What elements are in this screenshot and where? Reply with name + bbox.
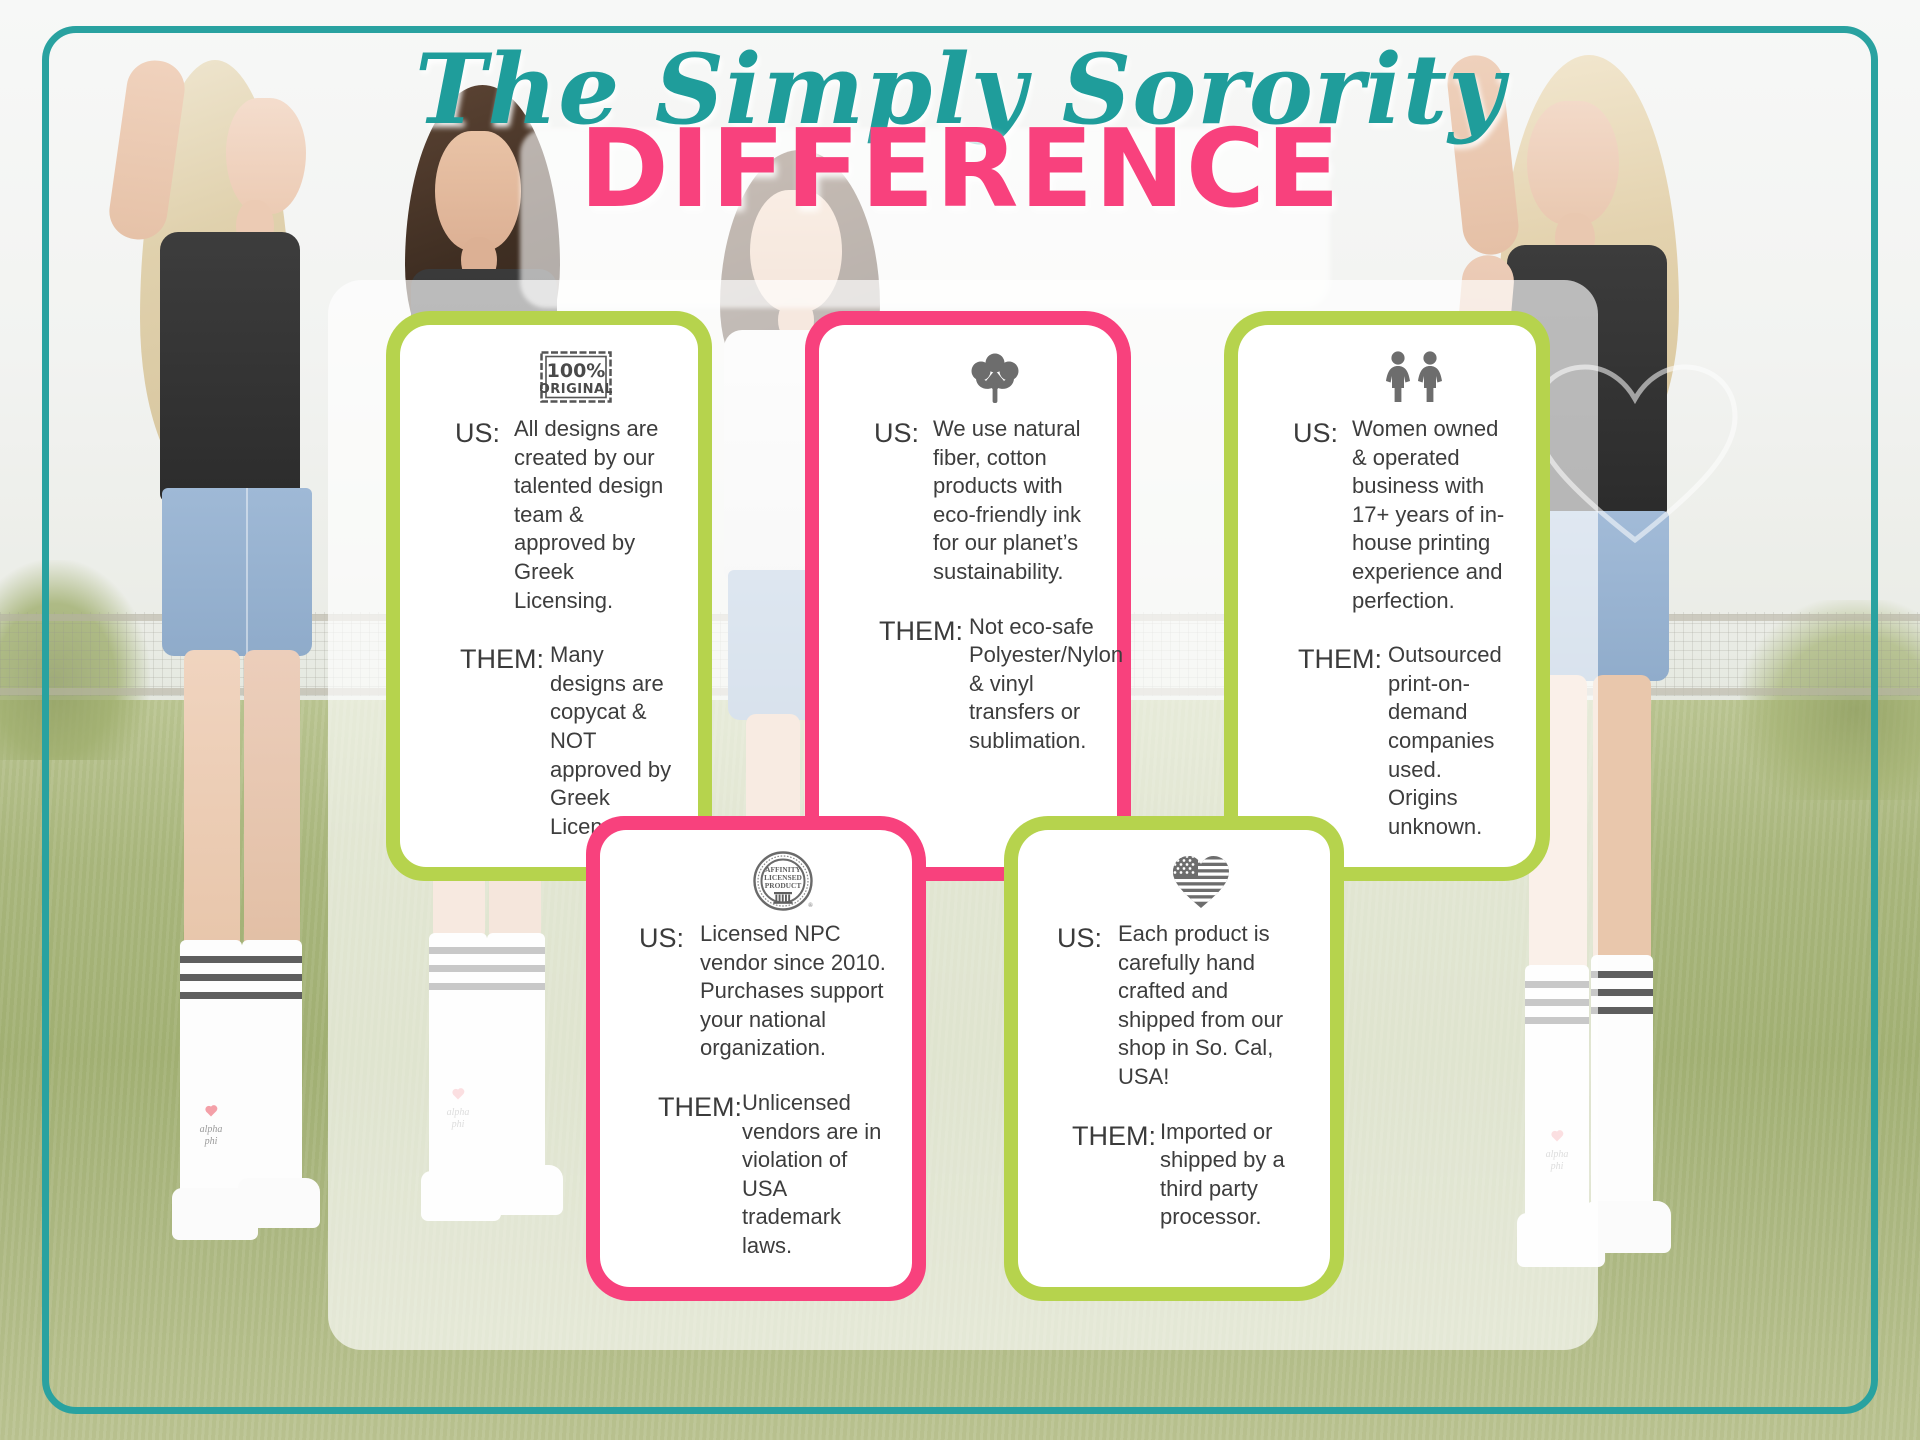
them-row: THEM: Not eco-safe Polyester/Nylon & vin… xyxy=(843,613,1123,756)
difference-card-ownership: US: Women owned & operated business with… xyxy=(1224,311,1550,882)
affinity-licensed-product-seal-icon: AFFINITY LICENSED PRODUCT ® xyxy=(624,851,886,912)
us-row: US: Each product is carefully hand craft… xyxy=(1042,920,1304,1092)
them-row: THEM: Imported or shipped by a third par… xyxy=(1042,1118,1304,1232)
seal-line-1: AFFINITY xyxy=(765,865,801,874)
title-script-line: The Simply Sorority xyxy=(414,33,1506,146)
us-label: US: xyxy=(1292,418,1338,448)
them-label: THEM: xyxy=(658,1091,742,1122)
two-women-icon xyxy=(1262,347,1510,407)
them-text: Many designs are copycat & NOT approved … xyxy=(550,642,672,839)
them-label: THEM: xyxy=(879,615,963,646)
seal-line-3: PRODUCT xyxy=(765,881,802,890)
svg-text:®: ® xyxy=(808,902,813,909)
seal-line-2: LICENSED xyxy=(764,873,802,882)
them-text: Outsourced print-on-demand companies use… xyxy=(1388,642,1502,839)
100-percent-original-stamp-icon: 100% ORIGINAL xyxy=(424,347,672,407)
us-text: All designs are created by our talented … xyxy=(514,416,664,613)
page-title: The Simply Sorority DIFFERENCE xyxy=(0,33,1920,232)
us-text: Women owned & operated business with 17+… xyxy=(1352,416,1505,613)
us-row: US: We use natural fiber, cotton product… xyxy=(843,415,1091,587)
difference-card-licensing: AFFINITY LICENSED PRODUCT ® US: Licensed… xyxy=(586,816,926,1301)
tree-foliage-left xyxy=(0,560,150,760)
card-row-bottom: AFFINITY LICENSED PRODUCT ® US: Licensed… xyxy=(586,816,1344,1301)
us-label: US: xyxy=(873,418,919,448)
them-label: THEM: xyxy=(460,644,544,675)
difference-card-materials: US: We use natural fiber, cotton product… xyxy=(805,311,1131,882)
cotton-boll-icon xyxy=(843,347,1091,407)
us-text: Each product is carefully hand crafted a… xyxy=(1118,921,1284,1089)
them-text: Unlicensed vendors are in violation of U… xyxy=(742,1089,882,1258)
them-text: Imported or shipped by a third party pro… xyxy=(1160,1118,1285,1230)
card-row-top: 100% ORIGINAL US: All designs are create… xyxy=(386,311,1550,882)
us-row: US: Licensed NPC vendor since 2010. Purc… xyxy=(624,920,886,1063)
model-photo-1: alpha phi xyxy=(105,56,378,1390)
us-label: US: xyxy=(1056,923,1102,953)
svg-text:100%: 100% xyxy=(547,360,606,382)
tree-foliage-right xyxy=(1740,600,1920,800)
them-label: THEM: xyxy=(1298,644,1382,675)
difference-card-designs: 100% ORIGINAL US: All designs are create… xyxy=(386,311,712,882)
us-row: US: Women owned & operated business with… xyxy=(1262,415,1510,615)
them-row: THEM: Outsourced print-on-demand compani… xyxy=(1262,641,1510,841)
svg-text:ORIGINAL: ORIGINAL xyxy=(540,382,612,397)
us-text: Licensed NPC vendor since 2010. Purchase… xyxy=(700,921,886,1061)
title-main-line: DIFFERENCE xyxy=(579,107,1341,232)
us-label: US: xyxy=(454,418,500,448)
them-label: THEM: xyxy=(1072,1120,1156,1151)
them-row: THEM: Unlicensed vendors are in violatio… xyxy=(624,1089,886,1261)
us-text: We use natural fiber, cotton products wi… xyxy=(933,416,1081,584)
them-row: THEM: Many designs are copycat & NOT app… xyxy=(424,641,672,841)
difference-card-made-in-usa: US: Each product is carefully hand craft… xyxy=(1004,816,1344,1301)
us-label: US: xyxy=(638,923,684,953)
them-text: Not eco-safe Polyester/Nylon & vinyl tra… xyxy=(969,613,1124,753)
sock-brand-text: alpha phi xyxy=(199,1124,223,1147)
title-backdrop xyxy=(520,128,1330,308)
us-row: US: All designs are created by our talen… xyxy=(424,415,672,615)
usa-flag-heart-icon xyxy=(1042,852,1304,912)
